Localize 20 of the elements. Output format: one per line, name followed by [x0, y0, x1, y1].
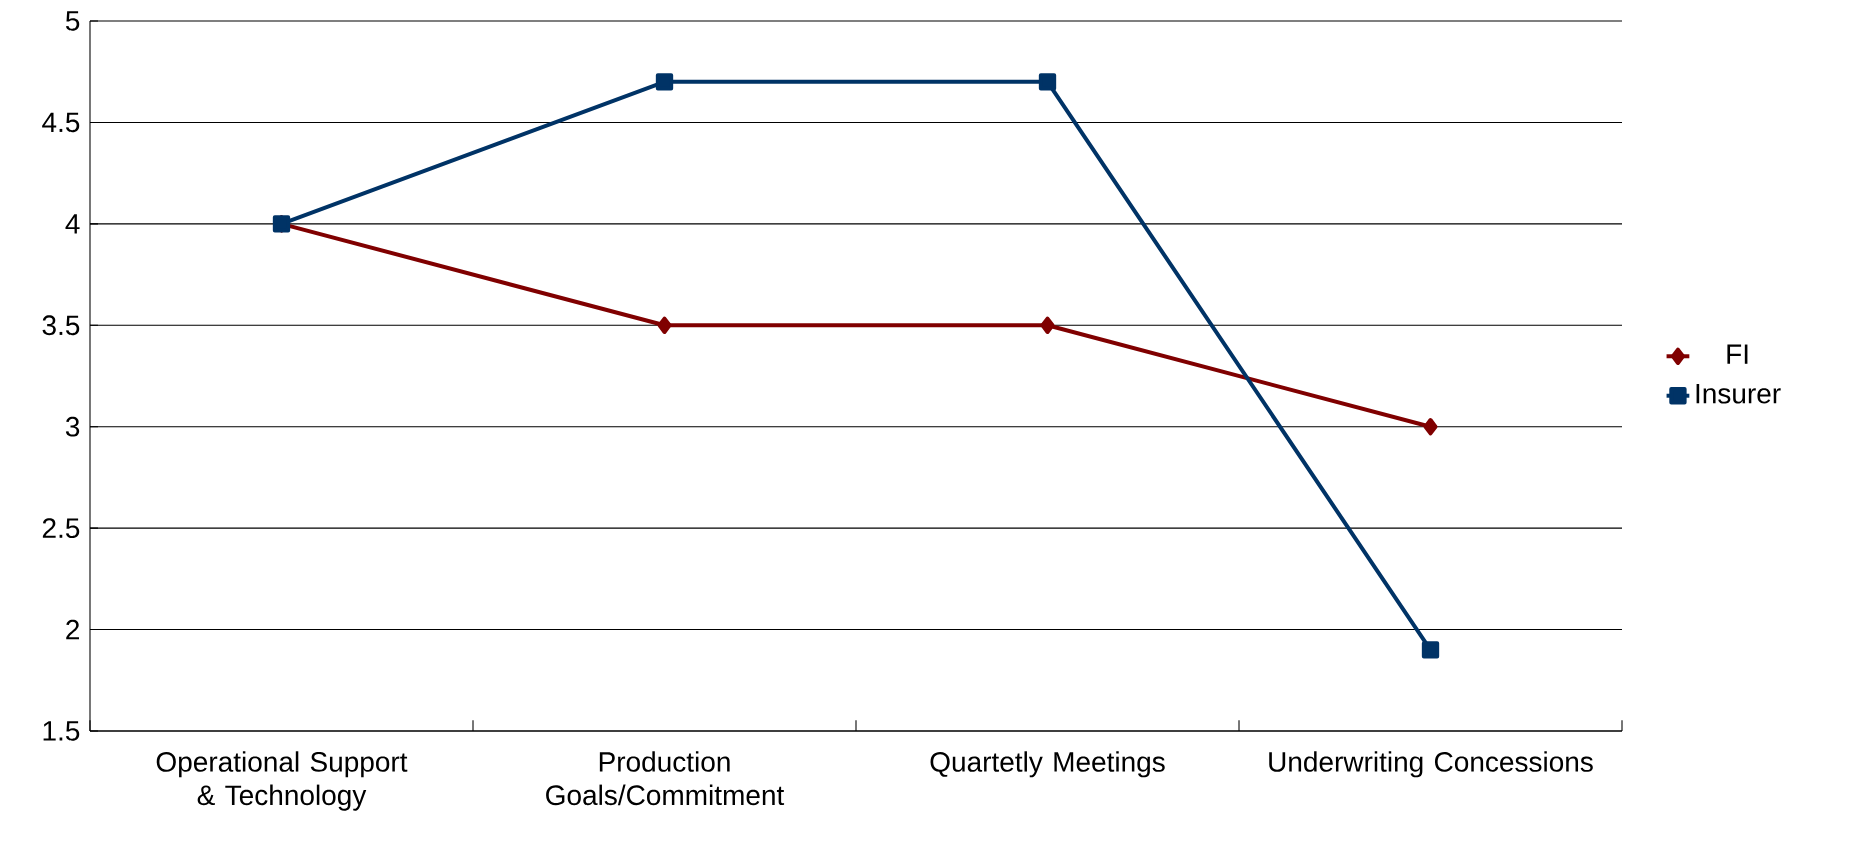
y-tick-label: 4.5 — [42, 112, 80, 133]
point — [1423, 418, 1438, 436]
point — [1038, 73, 1057, 91]
y-tick-label: 2 — [66, 619, 79, 640]
legend-label: FI — [1727, 344, 1748, 364]
y-tick-label: 1.5 — [43, 721, 80, 741]
x-tick-label: Underwriting Concessions — [1269, 751, 1593, 778]
y-tick-label: 2.5 — [42, 518, 80, 539]
point — [657, 316, 672, 334]
point — [655, 73, 674, 91]
x-tick-label: Production Goals/Commitment — [546, 751, 785, 806]
x-tick-label: Quartetly Meetings — [930, 751, 1165, 778]
point — [1040, 316, 1055, 334]
point — [1421, 641, 1440, 659]
y-tick-label: 4 — [65, 214, 80, 234]
x-tick-label: Operational Support & Technology — [156, 751, 408, 811]
y-tick-label: 5 — [65, 11, 80, 31]
y-tick-label: 3 — [65, 416, 80, 437]
legend-label: Insurer — [1696, 384, 1781, 404]
y-tick-label: 3.5 — [42, 315, 80, 336]
